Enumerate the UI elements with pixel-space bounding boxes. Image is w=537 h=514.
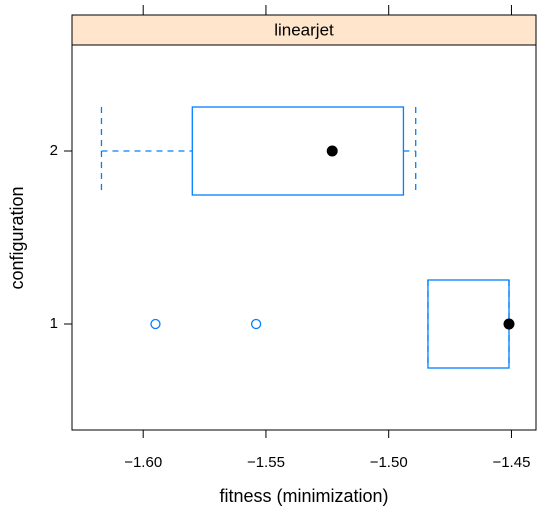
y-tick-label: 2 xyxy=(50,142,58,159)
median xyxy=(326,145,338,157)
x-tick-label: −1.50 xyxy=(370,454,408,471)
x-axis-label: fitness (minimization) xyxy=(219,486,388,506)
strip xyxy=(71,14,537,46)
x-tick-label: −1.45 xyxy=(492,454,530,471)
outlier xyxy=(150,318,161,330)
median xyxy=(503,318,515,330)
panel xyxy=(71,44,537,431)
outlier xyxy=(250,318,262,330)
x-tick-label: −1.60 xyxy=(124,454,162,471)
box xyxy=(427,279,510,369)
x-tick-label: −1.55 xyxy=(247,454,285,471)
y-axis-label: configuration xyxy=(7,186,27,289)
strip-label: linearjet xyxy=(274,20,334,39)
box xyxy=(191,106,405,196)
y-tick-label: 1 xyxy=(50,315,58,332)
